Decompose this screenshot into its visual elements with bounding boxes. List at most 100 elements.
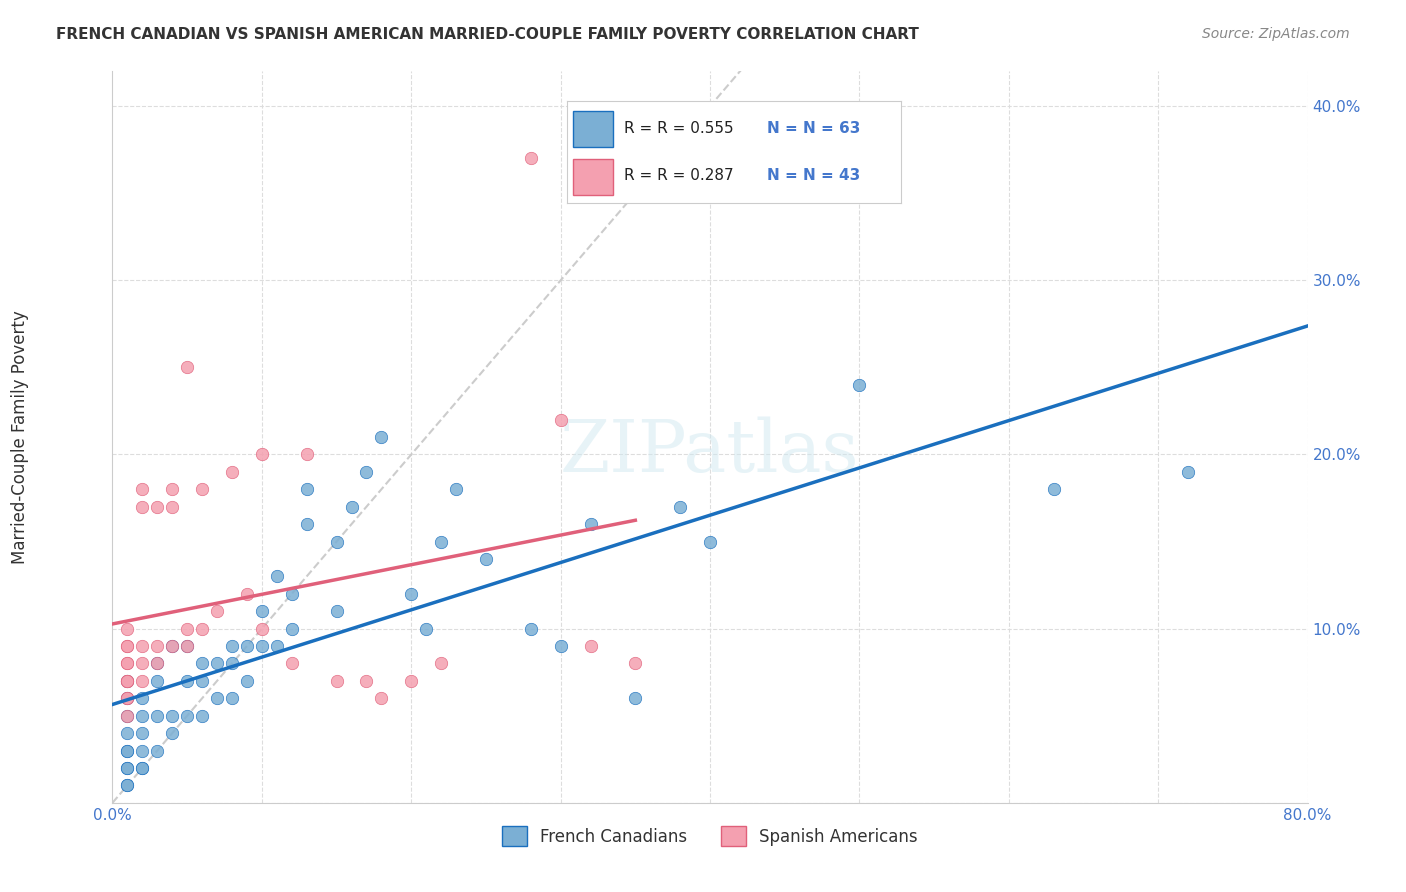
Point <box>430 657 453 671</box>
Point <box>117 761 139 775</box>
Point <box>236 639 259 653</box>
Point <box>191 483 214 497</box>
Point <box>176 360 198 375</box>
Point <box>295 517 318 532</box>
Point <box>356 673 378 688</box>
Point <box>117 743 139 757</box>
Point <box>221 691 243 706</box>
Point <box>325 604 347 618</box>
Point <box>250 604 273 618</box>
Point <box>624 657 647 671</box>
Point <box>250 639 273 653</box>
Point <box>699 534 721 549</box>
Point <box>401 587 423 601</box>
Point <box>146 743 169 757</box>
Point <box>176 639 198 653</box>
Point <box>117 708 139 723</box>
Point <box>162 483 183 497</box>
Point <box>162 639 183 653</box>
Point <box>117 673 139 688</box>
Point <box>131 483 153 497</box>
Point <box>146 708 169 723</box>
Point <box>131 639 153 653</box>
Point <box>1042 483 1064 497</box>
Text: ZIPatlas: ZIPatlas <box>560 417 860 487</box>
Point <box>444 483 467 497</box>
Point <box>117 639 139 653</box>
Point <box>117 726 139 740</box>
Point <box>146 639 169 653</box>
Point <box>221 639 243 653</box>
Legend: French Canadians, Spanish Americans: French Canadians, Spanish Americans <box>495 820 925 853</box>
Point <box>236 587 259 601</box>
Y-axis label: Married-Couple Family Poverty: Married-Couple Family Poverty <box>11 310 30 564</box>
Point <box>117 778 139 792</box>
Point <box>131 673 153 688</box>
Point <box>117 778 139 792</box>
Point <box>146 673 169 688</box>
Point <box>325 534 347 549</box>
Point <box>146 500 169 514</box>
Point <box>205 604 228 618</box>
Point <box>131 743 153 757</box>
Point <box>295 448 318 462</box>
Point <box>236 673 259 688</box>
Point <box>1177 465 1199 479</box>
Point <box>340 500 363 514</box>
Point <box>176 673 198 688</box>
Point <box>221 465 243 479</box>
Point <box>266 639 288 653</box>
Point <box>520 152 543 166</box>
Point <box>117 673 139 688</box>
Point <box>117 691 139 706</box>
Point <box>579 517 602 532</box>
Point <box>356 465 378 479</box>
Point <box>520 622 543 636</box>
Point <box>117 761 139 775</box>
Point <box>624 691 647 706</box>
Point <box>162 500 183 514</box>
Point <box>191 708 214 723</box>
Point <box>550 639 572 653</box>
Point <box>281 657 304 671</box>
Point <box>370 691 392 706</box>
Text: Source: ZipAtlas.com: Source: ZipAtlas.com <box>1202 27 1350 41</box>
Point <box>131 761 153 775</box>
Point <box>117 691 139 706</box>
Point <box>848 377 870 392</box>
Point <box>117 708 139 723</box>
Point <box>281 587 304 601</box>
Point <box>176 639 198 653</box>
Point <box>117 673 139 688</box>
Point <box>205 657 228 671</box>
Point <box>430 534 453 549</box>
Point <box>669 500 692 514</box>
Point <box>266 569 288 583</box>
Point <box>370 430 392 444</box>
Point <box>146 657 169 671</box>
Point <box>205 691 228 706</box>
Point <box>191 657 214 671</box>
Point <box>131 708 153 723</box>
Point <box>131 657 153 671</box>
Point <box>117 657 139 671</box>
Point <box>579 639 602 653</box>
Text: FRENCH CANADIAN VS SPANISH AMERICAN MARRIED-COUPLE FAMILY POVERTY CORRELATION CH: FRENCH CANADIAN VS SPANISH AMERICAN MARR… <box>56 27 920 42</box>
Point <box>191 673 214 688</box>
Point <box>117 691 139 706</box>
Point <box>550 412 572 426</box>
Point <box>162 708 183 723</box>
Point <box>475 552 498 566</box>
Point <box>281 622 304 636</box>
Point <box>295 483 318 497</box>
Point <box>162 639 183 653</box>
Point <box>131 500 153 514</box>
Point <box>250 448 273 462</box>
Point <box>131 691 153 706</box>
Point <box>221 657 243 671</box>
Point <box>325 673 347 688</box>
Point <box>117 743 139 757</box>
Point <box>131 726 153 740</box>
Point <box>176 708 198 723</box>
Point <box>117 657 139 671</box>
